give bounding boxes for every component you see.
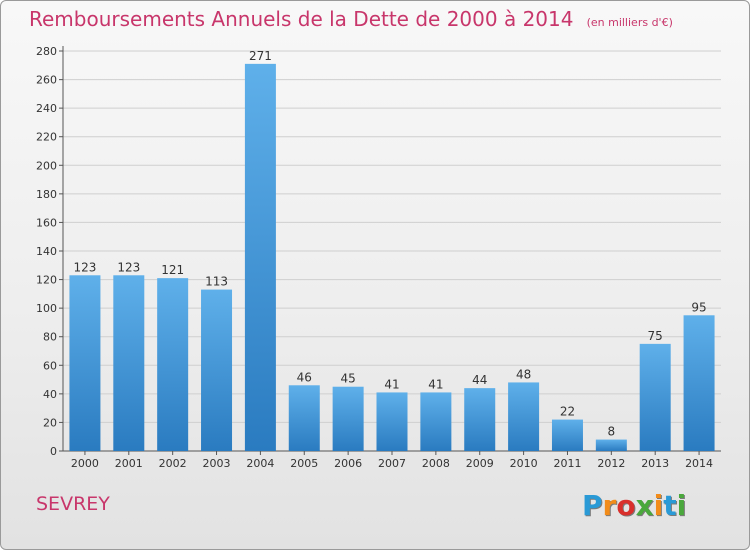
y-tick-label: 160: [36, 216, 57, 229]
y-tick-label: 200: [36, 159, 57, 172]
data-label: 123: [73, 260, 96, 274]
bar-2012: [595, 439, 627, 451]
bar-2001: [113, 275, 145, 451]
x-tick-label: 2002: [159, 457, 187, 470]
data-label: 123: [117, 260, 140, 274]
x-tick-label: 2014: [685, 457, 713, 470]
x-tick-label: 2003: [203, 457, 231, 470]
x-tick-label: 2011: [553, 457, 581, 470]
bar-2013: [639, 343, 671, 451]
y-tick-label: 40: [43, 388, 57, 401]
bar-2014: [683, 315, 715, 451]
y-tick-label: 20: [43, 416, 57, 429]
bar-2005: [288, 385, 320, 451]
bar-2000: [69, 275, 101, 451]
x-tick-label: 2004: [246, 457, 274, 470]
logo-letter: o: [616, 489, 636, 522]
data-label: 48: [516, 367, 531, 381]
logo-letter: P: [582, 489, 603, 522]
bar-2006: [332, 386, 364, 451]
y-tick-label: 240: [36, 102, 57, 115]
logo-letter: i: [653, 489, 664, 522]
x-tick-label: 2010: [510, 457, 538, 470]
x-tick-label: 2006: [334, 457, 362, 470]
y-tick-label: 60: [43, 359, 57, 372]
bar-2011: [551, 419, 583, 451]
data-label: 45: [340, 372, 355, 386]
proxiti-logo: Proxiti: [582, 489, 686, 522]
data-label: 121: [161, 263, 184, 277]
commune-name: SEVREY: [36, 493, 110, 515]
y-tick-label: 220: [36, 131, 57, 144]
data-label: 8: [608, 425, 616, 439]
logo-letter: r: [602, 489, 617, 522]
data-label: 95: [691, 300, 706, 314]
title-row: Remboursements Annuels de la Dette de 20…: [29, 7, 673, 31]
x-tick-label: 2005: [290, 457, 318, 470]
y-tick-label: 280: [36, 45, 57, 58]
x-tick-label: 2013: [641, 457, 669, 470]
data-label: 41: [428, 377, 443, 391]
y-tick-label: 180: [36, 188, 57, 201]
data-label: 271: [249, 49, 272, 63]
logo-letter: i: [676, 489, 687, 522]
x-tick-label: 2007: [378, 457, 406, 470]
y-tick-label: 80: [43, 331, 57, 344]
x-tick-label: 2008: [422, 457, 450, 470]
y-tick-label: 0: [50, 445, 57, 458]
data-label: 46: [297, 370, 312, 384]
x-tick-label: 2001: [115, 457, 143, 470]
bar-2004: [244, 63, 276, 451]
bar-2010: [508, 382, 540, 451]
chart-subtitle: (en milliers d'€): [586, 16, 673, 29]
bar-2008: [420, 392, 452, 451]
y-tick-label: 100: [36, 302, 57, 315]
y-tick-label: 120: [36, 274, 57, 287]
data-label: 113: [205, 275, 228, 289]
labels: 0 20 40 60 80 100 120 140 160 180 200 220 240 260 280 1…: [36, 45, 713, 470]
logo-letter: t: [663, 489, 677, 522]
data-label: 44: [472, 373, 487, 387]
y-tick-label: 260: [36, 74, 57, 87]
chart-title: Remboursements Annuels de la Dette de 20…: [29, 7, 574, 31]
bar-2002: [157, 278, 189, 451]
x-tick-label: 2000: [71, 457, 99, 470]
data-label: 41: [384, 377, 399, 391]
data-label: 22: [560, 405, 575, 419]
x-tick-label: 2012: [597, 457, 625, 470]
bar-2003: [201, 289, 233, 451]
bars: [69, 63, 715, 451]
bar-2007: [376, 392, 408, 451]
data-label: 75: [648, 329, 663, 343]
bar-2009: [464, 388, 496, 451]
x-tick-label: 2009: [466, 457, 494, 470]
y-tick-label: 140: [36, 245, 57, 258]
logo-letter: x: [635, 489, 654, 522]
